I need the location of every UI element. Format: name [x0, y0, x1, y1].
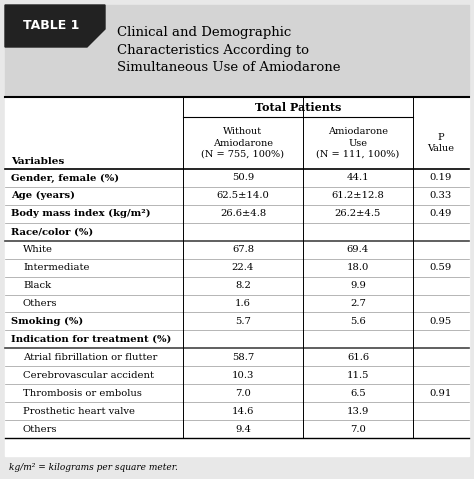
Text: 67.8: 67.8 [232, 245, 254, 254]
Text: 61.2±12.8: 61.2±12.8 [331, 192, 384, 200]
Text: Cerebrovascular accident: Cerebrovascular accident [23, 371, 154, 380]
Text: 6.5: 6.5 [350, 388, 366, 398]
Text: Without
Amiodarone
(N = 755, 100%): Without Amiodarone (N = 755, 100%) [201, 127, 284, 159]
Text: Prosthetic heart valve: Prosthetic heart valve [23, 407, 135, 416]
Text: Atrial fibrillation or flutter: Atrial fibrillation or flutter [23, 353, 157, 362]
Bar [5, 97, 469, 456]
Text: 5.7: 5.7 [235, 317, 251, 326]
Text: Smoking (%): Smoking (%) [11, 317, 83, 326]
Text: Black: Black [23, 281, 51, 290]
Text: Indication for treatment (%): Indication for treatment (%) [11, 335, 172, 344]
Text: Others: Others [23, 299, 57, 308]
Text: 58.7: 58.7 [232, 353, 254, 362]
Text: 7.0: 7.0 [235, 388, 251, 398]
Text: 9.4: 9.4 [235, 424, 251, 433]
Text: Total Patients: Total Patients [255, 102, 341, 113]
Text: 0.59: 0.59 [430, 263, 452, 272]
Text: 26.6±4.8: 26.6±4.8 [220, 209, 266, 218]
Text: 9.9: 9.9 [350, 281, 366, 290]
Text: Variables: Variables [11, 157, 64, 166]
Text: 26.2±4.5: 26.2±4.5 [335, 209, 381, 218]
Text: 0.95: 0.95 [430, 317, 452, 326]
Text: P
Value: P Value [428, 133, 455, 153]
Text: Age (years): Age (years) [11, 191, 75, 201]
Text: 2.7: 2.7 [350, 299, 366, 308]
Bar [5, 5, 469, 95]
Text: 0.91: 0.91 [430, 388, 452, 398]
Text: Thrombosis or embolus: Thrombosis or embolus [23, 388, 142, 398]
Text: 13.9: 13.9 [347, 407, 369, 416]
Text: kg/m² = kilograms per square meter.: kg/m² = kilograms per square meter. [9, 463, 178, 472]
Text: Intermediate: Intermediate [23, 263, 90, 272]
Text: 7.0: 7.0 [350, 424, 366, 433]
Text: 22.4: 22.4 [232, 263, 254, 272]
Text: 44.1: 44.1 [346, 173, 369, 182]
Text: 61.6: 61.6 [347, 353, 369, 362]
Text: 5.6: 5.6 [350, 317, 366, 326]
Text: 14.6: 14.6 [232, 407, 254, 416]
Text: 18.0: 18.0 [347, 263, 369, 272]
Text: 62.5±14.0: 62.5±14.0 [217, 192, 269, 200]
Text: 0.49: 0.49 [430, 209, 452, 218]
Text: Amiodarone
Use
(N = 111, 100%): Amiodarone Use (N = 111, 100%) [316, 127, 400, 159]
Text: 0.19: 0.19 [430, 173, 452, 182]
Text: Race/color (%): Race/color (%) [11, 227, 93, 236]
Text: 1.6: 1.6 [235, 299, 251, 308]
Text: White: White [23, 245, 53, 254]
Text: Others: Others [23, 424, 57, 433]
Polygon shape [5, 5, 105, 47]
Text: TABLE 1: TABLE 1 [23, 19, 79, 32]
Text: 50.9: 50.9 [232, 173, 254, 182]
Text: Clinical and Demographic
Characteristics According to
Simultaneous Use of Amioda: Clinical and Demographic Characteristics… [117, 26, 340, 74]
Text: Body mass index (kg/m²): Body mass index (kg/m²) [11, 209, 151, 218]
Text: 10.3: 10.3 [232, 371, 254, 380]
Text: 11.5: 11.5 [347, 371, 369, 380]
Text: 8.2: 8.2 [235, 281, 251, 290]
Text: Gender, female (%): Gender, female (%) [11, 173, 119, 182]
Text: 0.33: 0.33 [430, 192, 452, 200]
Text: 69.4: 69.4 [347, 245, 369, 254]
